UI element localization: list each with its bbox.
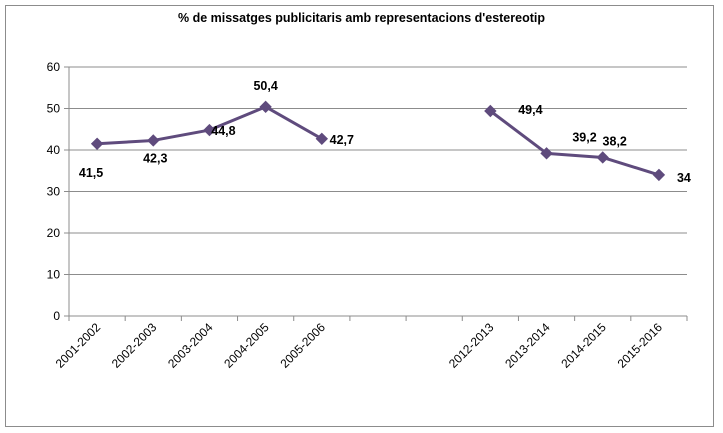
x-tick-label: 2013-2014 [502,320,553,371]
data-label: 50,4 [253,79,277,93]
data-label: 38,2 [603,134,627,148]
y-tick-label: 50 [47,102,61,116]
y-tick-label: 40 [47,143,61,157]
x-tick-label: 2005-2006 [277,320,328,371]
x-tick-label: 2015-2016 [615,320,666,371]
data-point [203,123,216,137]
data-point [147,134,160,147]
data-point [315,132,329,146]
x-tick-label: 2002-2003 [109,320,160,371]
data-point [90,137,104,150]
data-point [259,100,272,114]
y-tick-label: 20 [47,226,61,240]
series-line [489,109,660,177]
data-label: 42,7 [330,133,354,147]
data-point [540,147,553,160]
x-tick-label: 2001-2002 [53,320,104,371]
x-tick-label: 2004-2005 [221,320,272,371]
data-point [484,104,497,118]
data-label: 44,8 [211,124,235,138]
data-point [652,168,666,182]
y-tick-label: 0 [53,309,60,323]
x-tick-label: 2014-2015 [558,320,609,371]
x-tick-label: 2003-2004 [165,320,216,371]
data-point [596,151,609,164]
data-label: 34 [677,171,691,185]
chart-title: % de missatges publicitaris amb represen… [178,11,545,25]
chart-frame [5,5,714,427]
y-tick-label: 60 [47,60,61,74]
y-tick-label: 30 [47,185,61,199]
y-tick-label: 10 [47,268,61,282]
data-label: 41,5 [79,166,103,180]
data-label: 39,2 [572,130,596,144]
x-tick-label: 2012-2013 [446,320,497,371]
data-label: 42,3 [143,151,167,165]
data-label: 49,4 [518,103,542,117]
